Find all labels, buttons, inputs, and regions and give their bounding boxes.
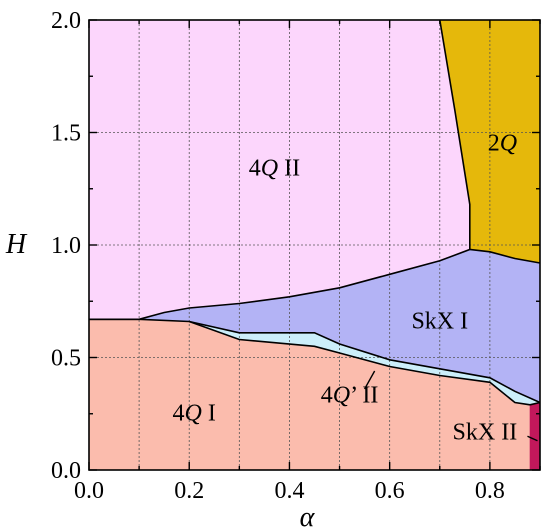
label-leader-line [363,370,376,390]
region-label-4q-ii: 4Q II [249,155,300,181]
x-tick-label: 0.4 [274,478,304,504]
region-label-skx-i: SkX I [411,308,468,334]
region-skx-ii [529,402,541,471]
boundaries-layer [89,19,541,406]
y-tick-label: 0.0 [51,458,81,484]
x-tick-label: 0.6 [375,478,405,504]
y-tick-label: 1.5 [51,121,81,147]
phase-boundary [188,320,531,406]
y-tick-label: 1.0 [51,233,81,259]
label-leader-line [527,435,538,442]
y-tick-label: 2.0 [51,8,81,34]
region-labels-layer: 4Q II 2Q SkX I 4Q’ II 4Q I SkX II [173,131,518,446]
region-label-4q-prime-ii: 4Q’ II [321,383,379,409]
phase-boundary [89,248,541,321]
grid-layer [89,20,540,470]
phase-boundary [529,401,541,406]
y-axis-label: H [5,229,28,260]
region-label-4q-i: 4Q I [173,401,216,427]
phase-boundary [89,318,541,404]
phase-boundary [439,19,471,250]
leaders-layer [363,370,538,442]
region-label-2q: 2Q [488,131,517,157]
x-tick-label: 0.0 [74,478,104,504]
tick-labels-layer: 0.0 0.2 0.4 0.6 0.8 0.0 0.5 1.0 1.5 2.0 [51,8,505,504]
x-tick-label: 0.2 [174,478,204,504]
y-tick-label: 0.5 [51,346,81,372]
region-label-skx-ii: SkX II [453,420,518,446]
x-tick-label: 0.8 [475,478,505,504]
ticks-layer [88,19,541,471]
x-axis-label: α [300,502,316,532]
